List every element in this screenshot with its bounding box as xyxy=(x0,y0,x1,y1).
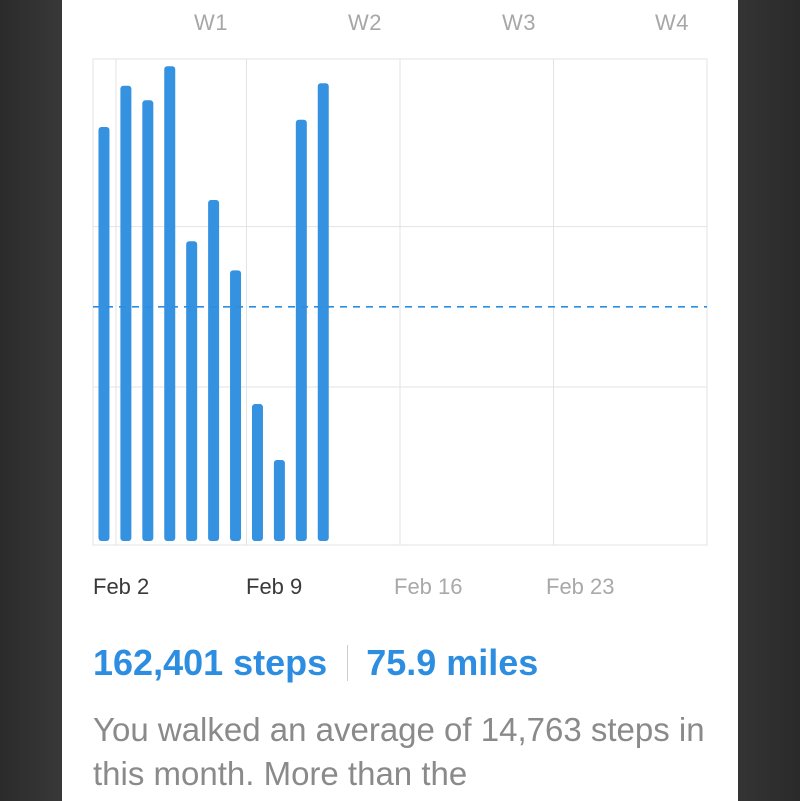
total-miles: 75.9 miles xyxy=(366,642,539,683)
steps-month-card: W1 W2 W3 W4 Feb 2 Feb 9 Feb 16 Feb 23 16… xyxy=(62,0,738,801)
bar-feb-11 xyxy=(317,83,329,542)
bar-feb-2 xyxy=(120,85,132,541)
week-label-w4: W4 xyxy=(655,10,689,35)
date-label-feb-9: Feb 9 xyxy=(246,574,303,599)
steps-bar-chart[interactable] xyxy=(62,0,738,560)
device-frame-left xyxy=(0,0,62,801)
bar-feb-1 xyxy=(98,127,110,541)
totals-divider xyxy=(347,645,349,681)
week-label-w2: W2 xyxy=(348,10,382,35)
bar-feb-5 xyxy=(186,241,198,541)
date-label-feb-23: Feb 23 xyxy=(546,574,615,599)
week-label-w1: W1 xyxy=(194,10,228,35)
bar-feb-9 xyxy=(273,459,285,541)
bar-feb-6 xyxy=(208,199,220,541)
totals-row: 162,401 steps 75.9 miles xyxy=(93,642,538,684)
bar-feb-3 xyxy=(142,100,154,541)
date-label-feb-2: Feb 2 xyxy=(93,574,150,599)
bar-feb-8 xyxy=(251,404,263,541)
summary-text: You walked an average of 14,763 steps in… xyxy=(93,711,705,792)
date-label-feb-16: Feb 16 xyxy=(394,574,463,599)
week-label-w3: W3 xyxy=(502,10,536,35)
bar-feb-4 xyxy=(164,66,176,541)
bar-feb-10 xyxy=(295,119,307,541)
bar-feb-7 xyxy=(230,270,242,541)
device-frame-right xyxy=(738,0,800,801)
total-steps: 162,401 steps xyxy=(93,642,328,683)
